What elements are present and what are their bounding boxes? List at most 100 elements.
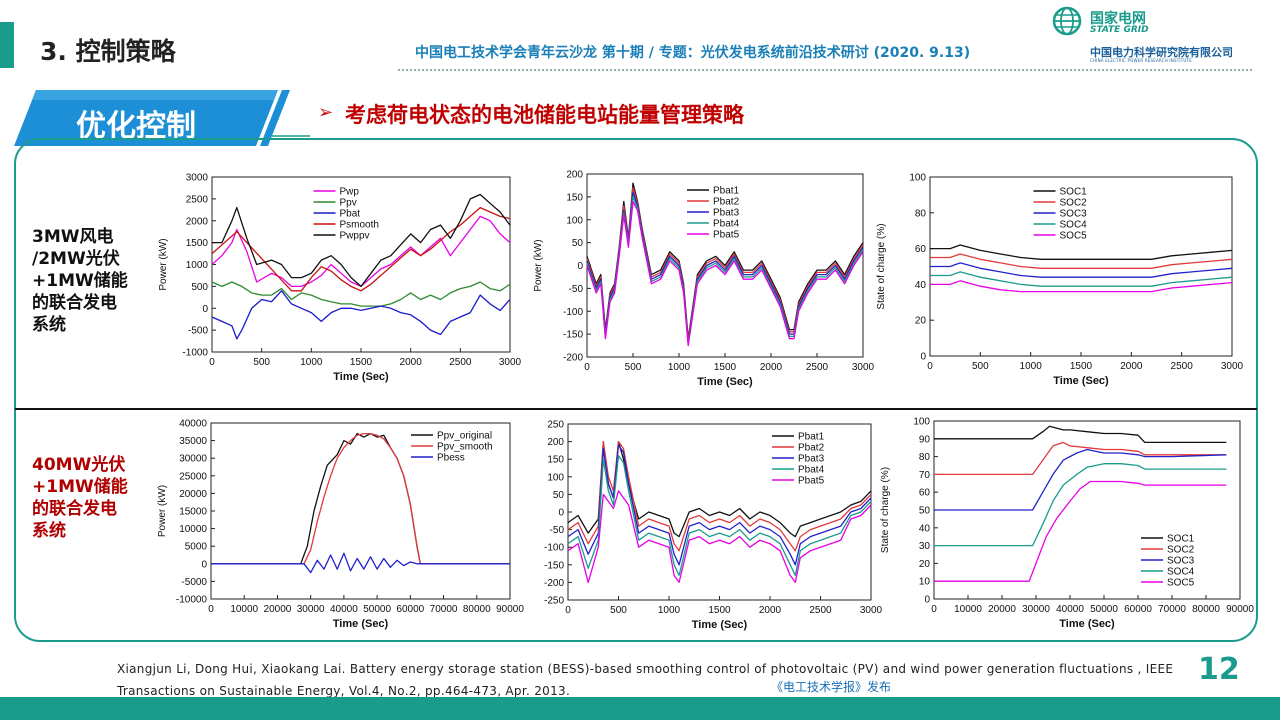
series-line-soc3 (934, 448, 1227, 511)
legend-label: Ppv_original (437, 431, 492, 442)
y-tick-label: 0 (202, 304, 208, 315)
y-tick-label: 90 (919, 434, 931, 445)
plot-area (929, 176, 1233, 357)
legend-label: Pbat4 (713, 219, 740, 230)
series-line-pbat2 (567, 440, 872, 552)
series-line-soc4 (930, 271, 1233, 287)
y-tick-label: 10000 (179, 524, 207, 535)
chart-soc-row1: 0 500 1000 1500 2000 2500 3000 0 20 40 60 80 100 Time… (876, 173, 1244, 388)
series-line-ppv (211, 281, 511, 307)
y-tick-label: 20000 (179, 489, 207, 500)
x-tick-label: 1000 (658, 605, 681, 616)
legend-label: Psmooth (340, 220, 379, 231)
x-tick-label: 1000 (1020, 361, 1043, 372)
legend-label: SOC2 (1167, 545, 1195, 556)
x-tick-label: 50000 (363, 604, 391, 615)
y-tick-label: 2000 (186, 216, 209, 227)
x-tick-label: 2500 (449, 357, 472, 368)
y-tick-label: 200 (566, 170, 583, 181)
x-tick-label: 1500 (350, 357, 373, 368)
x-tick-label: 0 (927, 361, 933, 372)
y-tick-label: 80 (919, 452, 931, 463)
x-tick-label: 10000 (230, 604, 258, 615)
y-tick-label: 0 (558, 508, 564, 519)
x-tick-label: 500 (610, 605, 627, 616)
x-tick-label: 2500 (806, 362, 829, 373)
y-tick-label: 250 (547, 420, 564, 431)
x-tick-label: 1000 (300, 357, 323, 368)
y-tick-label: 0 (577, 261, 583, 272)
series-line-soc5 (930, 280, 1233, 293)
series-line-soc1 (930, 244, 1233, 260)
institute-name-en: CHINA ELECTRIC POWER RESEARCH INSTITUTE (1090, 58, 1192, 63)
y-tick-label: 100 (909, 173, 926, 184)
y-tick-label: -250 (544, 596, 564, 607)
x-tick-label: 0 (208, 604, 214, 615)
x-tick-label: 3000 (852, 362, 875, 373)
legend-label: Pbat4 (798, 465, 825, 476)
chart-power-wind-pv: 0 500 1000 1500 2000 2500 3000 -1000 -500 0 500 100… (158, 173, 522, 384)
legend-label: SOC5 (1167, 578, 1195, 589)
x-tick-label: 90000 (1226, 604, 1254, 615)
legend-label: Pbat2 (713, 197, 740, 208)
series-line-pbess (211, 552, 510, 574)
y-tick-label: 40 (919, 523, 931, 534)
section-banner (14, 90, 310, 146)
y-tick-label: 1500 (186, 238, 209, 249)
x-axis-label: Time (Sec) (1053, 375, 1109, 387)
y-tick-label: 0 (920, 352, 926, 363)
legend-label: Pbat3 (713, 208, 740, 219)
series-line-pbat5 (567, 490, 872, 584)
x-tick-label: 20000 (988, 604, 1016, 615)
y-tick-label: 40000 (179, 419, 207, 430)
conference-title: 中国电工技术学会青年云沙龙 第十期 / 专题：光伏发电系统前沿技术研讨 (202… (415, 45, 971, 61)
page-number: 12 (1198, 652, 1240, 687)
content-frame (14, 138, 1258, 642)
legend-label: Pbat1 (713, 186, 740, 197)
legend-label: Pbat (340, 209, 361, 220)
y-tick-label: 2500 (186, 194, 209, 205)
header-accent-bar (0, 22, 14, 68)
y-tick-label: 100 (566, 215, 583, 226)
legend-label: SOC1 (1060, 187, 1088, 198)
y-tick-label: 20 (915, 316, 927, 327)
y-tick-label: 60 (915, 244, 927, 255)
x-tick-label: 70000 (430, 604, 458, 615)
x-tick-label: 500 (253, 357, 270, 368)
y-tick-label: 15000 (179, 507, 207, 518)
y-tick-label: -200 (544, 578, 564, 589)
x-tick-label: 0 (584, 362, 590, 373)
y-tick-label: 100 (913, 417, 930, 428)
x-tick-label: 500 (625, 362, 642, 373)
y-tick-label: 1000 (186, 260, 209, 271)
y-tick-label: 50 (919, 506, 931, 517)
chart-power-pv: 0 10000 20000 30000 40000 50000 60000 70000 8000… (157, 419, 524, 631)
x-tick-label: 20000 (264, 604, 292, 615)
legend-label: Pbat3 (798, 454, 825, 465)
series-line-pbat (211, 290, 511, 340)
y-axis-label: State of charge (%) (876, 223, 887, 309)
x-tick-label: 40000 (1056, 604, 1084, 615)
y-tick-label: 50 (572, 238, 584, 249)
x-tick-label: 1000 (668, 362, 691, 373)
y-tick-label: -200 (563, 353, 583, 364)
x-tick-label: 10000 (954, 604, 982, 615)
y-tick-label: 60 (919, 488, 931, 499)
series-line-pbat4 (567, 455, 872, 577)
chart-pbat-row2: 0 500 1000 1500 2000 2500 3000-250-200-150-100… (544, 420, 883, 632)
legend-label: SOC1 (1167, 534, 1195, 545)
x-tick-label: 2000 (760, 362, 783, 373)
x-tick-label: 3000 (1221, 361, 1244, 372)
y-tick-label: 3000 (186, 173, 209, 184)
y-tick-label: 20 (919, 559, 931, 570)
legend-label: Pbat5 (798, 476, 825, 487)
chart-soc-row2: 0 10000 20000 30000 40000 50000 60000 70000 8000… (880, 417, 1254, 631)
state-grid-name-cn: 国家电网 (1090, 11, 1146, 27)
x-tick-label: 2500 (1171, 361, 1194, 372)
row-divider (15, 408, 1257, 410)
y-tick-label: 10 (919, 577, 931, 588)
series-line-pbat5 (586, 200, 864, 347)
plot-area (210, 422, 511, 600)
y-tick-label: 200 (547, 437, 564, 448)
y-axis-label: State of charge (%) (880, 467, 891, 553)
